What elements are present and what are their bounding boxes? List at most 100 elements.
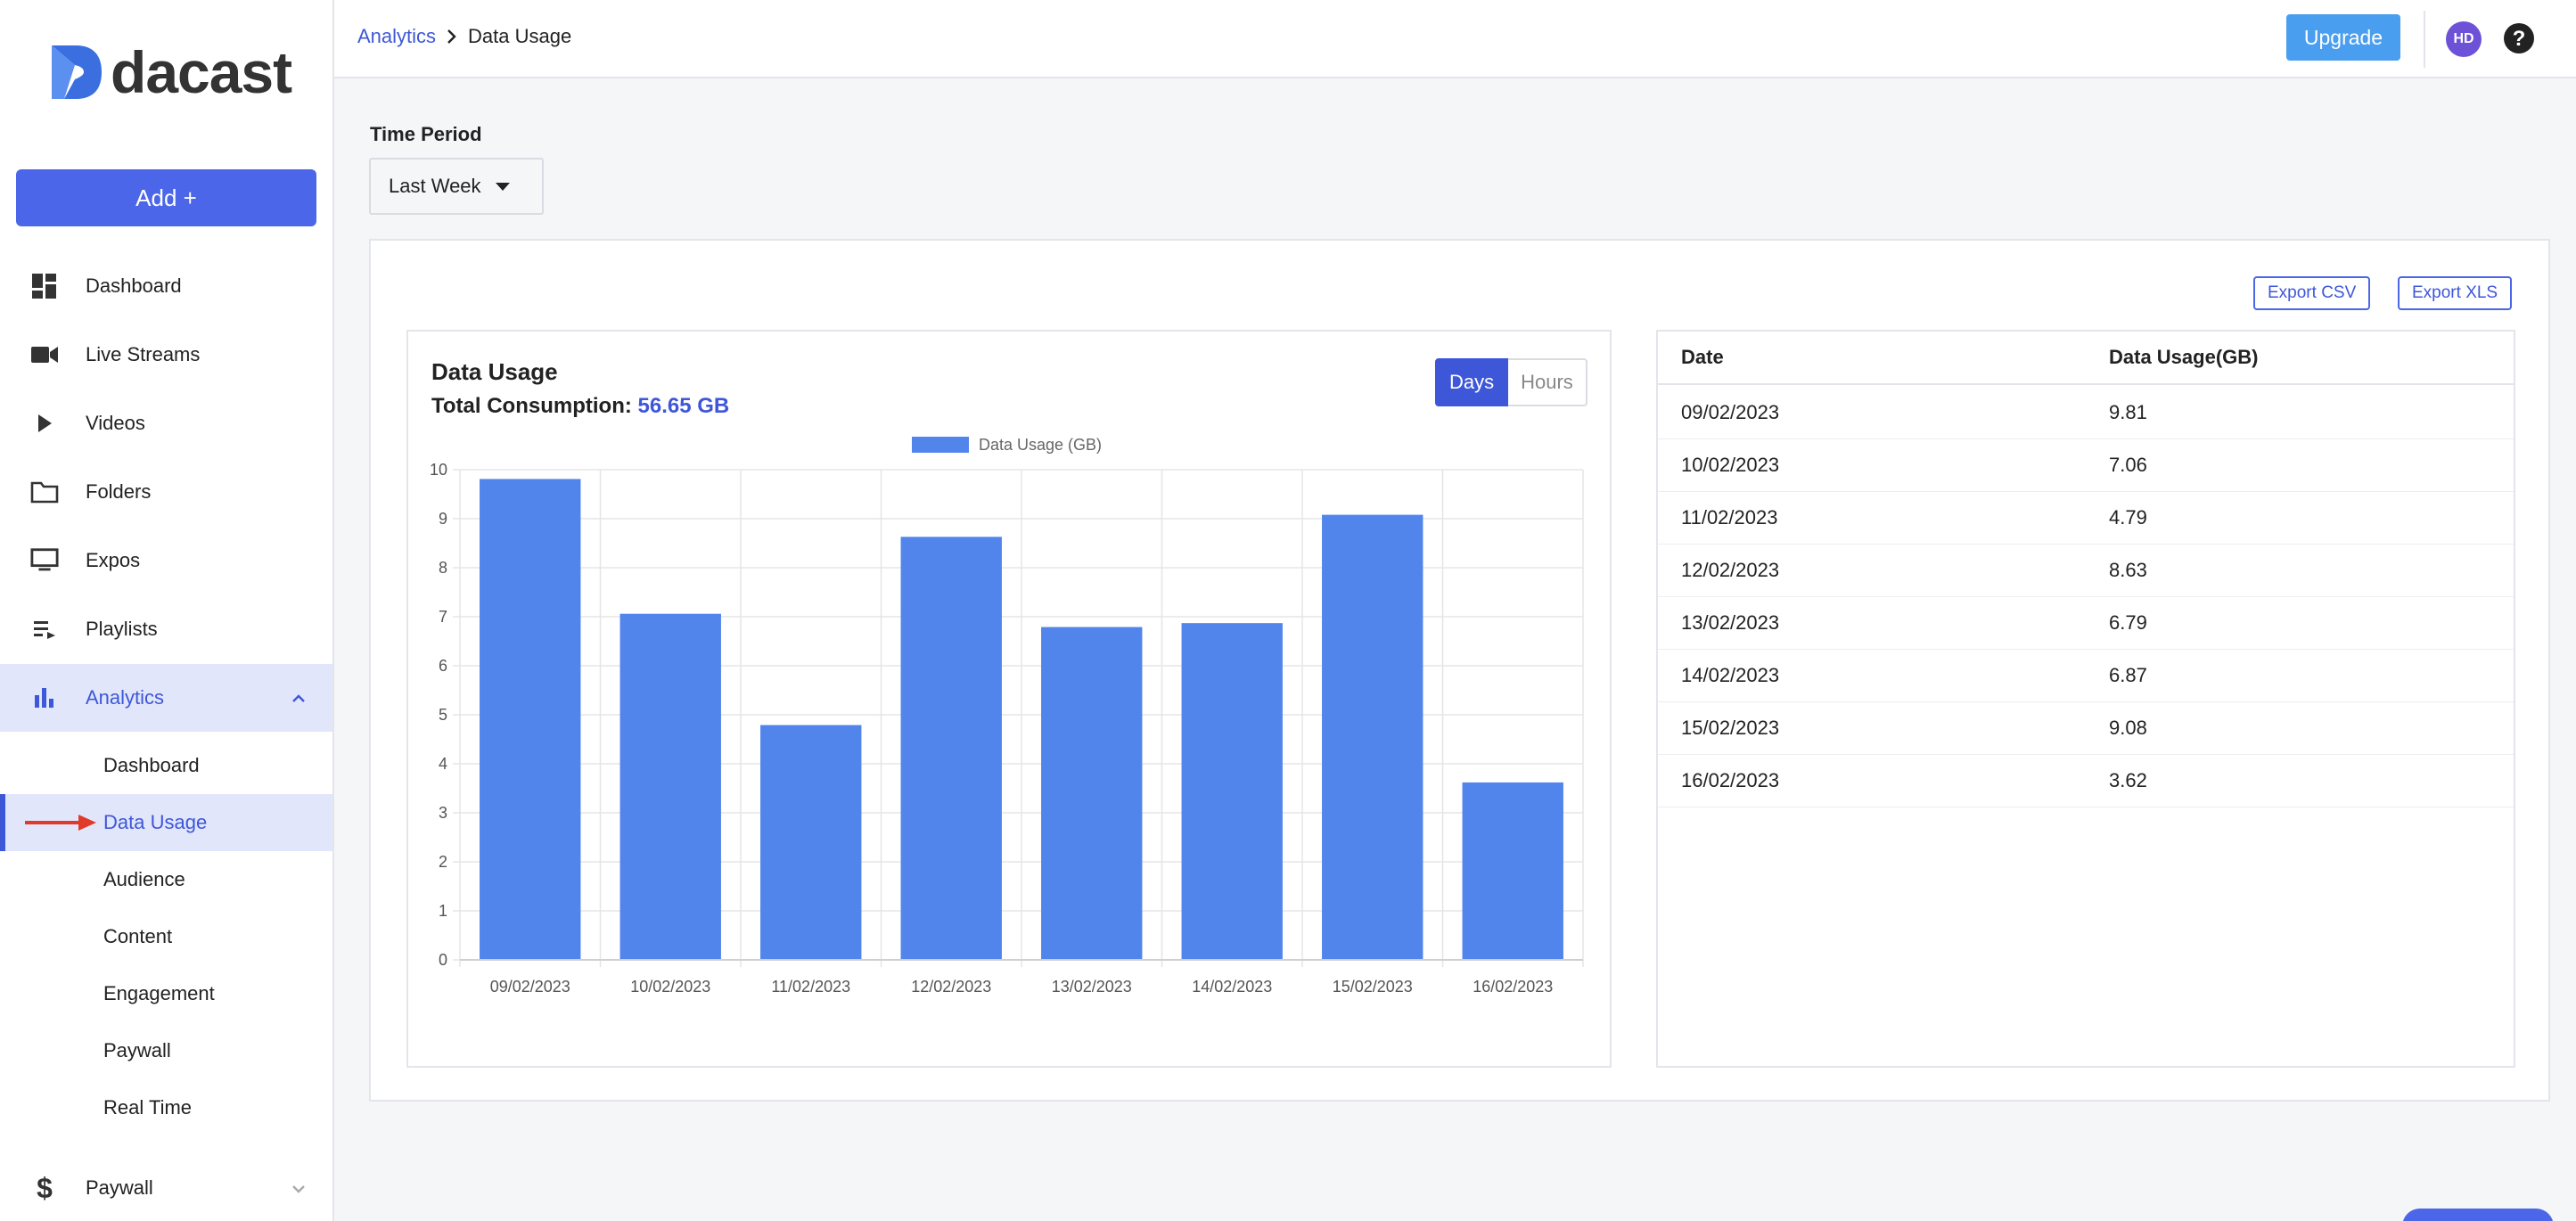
cell-date: 10/02/2023 [1681,454,1780,476]
sidebar-subitem-content[interactable]: Content [0,908,332,965]
header-data-usage: Data Usage(GB) [2109,346,2259,368]
dacast-logo[interactable]: dacast [48,39,292,105]
svg-text:?: ? [2513,27,2526,51]
export-csv-button[interactable]: Export CSV [2253,276,2371,310]
x-tick-label: 13/02/2023 [1052,978,1132,996]
cell-date: 15/02/2023 [1681,717,1780,739]
sidebar-item-live-streams[interactable]: Live Streams [0,321,332,389]
sidebar-subitem-label: Data Usage [103,811,208,833]
data-usage-card: Export CSV Export XLS Data Usage Total C… [369,239,2550,1102]
time-period-label: Time Period [370,123,482,145]
logo-text: dacast [111,39,292,105]
table-row: 14/02/2023 6.87 [1658,650,2514,702]
avatar[interactable]: HD [2446,21,2482,57]
sidebar-item-folders[interactable]: Folders [0,458,332,526]
total-consumption-label: Total Consumption: [431,394,632,418]
bar[interactable] [619,613,721,960]
bar[interactable] [1322,514,1423,960]
bar[interactable] [1462,782,1563,960]
bar[interactable] [480,479,581,960]
table-row: 13/02/2023 6.79 [1658,597,2514,650]
cell-data-usage: 9.08 [2109,717,2147,739]
cell-data-usage: 6.87 [2109,664,2147,686]
chart-title: Data Usage [431,358,558,385]
cell-date: 11/02/2023 [1681,506,1778,529]
dacast-logo-icon [52,45,102,99]
hours-toggle-button[interactable]: Hours [1508,358,1587,406]
bar-chart: Data Usage (GB) 0 1 2 3 4 5 6 7 8 9 10 09/02/2023 10/… [430,436,1584,996]
sidebar-subitem-real-time[interactable]: Real Time [0,1079,332,1136]
floating-action-button[interactable] [2402,1209,2554,1221]
x-tick-label: 16/02/2023 [1473,978,1553,996]
chevron-right-icon [447,29,456,44]
bar[interactable] [760,725,862,960]
caret-down-icon [495,182,510,191]
cell-data-usage: 4.79 [2109,506,2147,529]
sidebar-item-videos[interactable]: Videos [0,389,332,457]
total-consumption-value: 56.65 GB [637,394,730,418]
legend-label: Data Usage (GB) [979,436,1102,454]
sidebar-subitem-data-usage[interactable]: Data Usage [0,794,332,851]
sidebar-subitem-engagement[interactable]: Engagement [0,965,332,1022]
help-icon[interactable]: ? [2502,21,2536,55]
sidebar-subitem-label: Dashboard [103,754,200,776]
x-tick-label: 11/02/2023 [771,978,850,996]
breadcrumb-current: Data Usage [468,25,572,47]
chevron-down-icon[interactable] [291,1179,306,1198]
breadcrumb-analytics-link[interactable]: Analytics [357,25,437,47]
cell-data-usage: 6.79 [2109,611,2147,634]
sidebar-subitem-label: Paywall [103,1039,171,1061]
x-tick-label: 15/02/2023 [1333,978,1413,996]
sidebar-subitem-paywall[interactable]: Paywall [0,1022,332,1079]
sidebar-item-label: Dashboard [86,275,182,297]
sidebar-item-label: Videos [86,412,145,434]
top-header: Analytics Data Usage Upgrade HD ? [334,0,2576,78]
bar-chart-icon [30,684,59,712]
table-row: 16/02/2023 3.62 [1658,755,2514,807]
header-divider [2424,11,2425,68]
sidebar-item-dashboard[interactable]: Dashboard [0,252,332,320]
y-tick-label: 1 [439,902,447,920]
y-tick-label: 9 [439,510,447,528]
sidebar-subitem-label: Engagement [103,982,215,1004]
data-table: Date Data Usage(GB) 09/02/2023 9.81 10/02/… [1656,330,2515,1068]
sidebar-subitem-audience[interactable]: Audience [0,851,332,908]
sidebar-item-label: Folders [86,480,152,503]
export-xls-button[interactable]: Export XLS [2398,276,2513,310]
y-tick-label: 3 [439,804,447,822]
sidebar-item-analytics[interactable]: Analytics [0,664,332,732]
days-toggle-button[interactable]: Days [1435,358,1509,406]
chevron-up-icon[interactable] [291,689,306,708]
y-tick-label: 4 [439,755,447,773]
sidebar-item-paywall[interactable]: $ Paywall [0,1154,332,1221]
dashboard-icon [30,272,59,300]
playlist-icon [30,615,59,643]
chart-panel: Data Usage Total Consumption: 56.65 GB D… [406,330,1612,1068]
y-tick-label: 6 [439,657,447,675]
table-row: 11/02/2023 4.79 [1658,492,2514,545]
time-period-value: Last Week [389,175,481,197]
bar[interactable] [900,537,1002,960]
sidebar-item-expos[interactable]: Expos [0,527,332,594]
table-row: 15/02/2023 9.08 [1658,702,2514,755]
sidebar-subitem-dashboard[interactable]: Dashboard [0,737,332,794]
upgrade-button[interactable]: Upgrade [2286,14,2400,61]
sidebar-subitem-label: Audience [103,868,185,890]
cell-data-usage: 8.63 [2109,559,2147,581]
sidebar-item-playlists[interactable]: Playlists [0,595,332,663]
play-icon [30,409,59,438]
chart-legend: Data Usage (GB) [912,436,1102,454]
sidebar-item-label: Expos [86,549,141,571]
bar[interactable] [1181,623,1283,960]
y-tick-label: 2 [439,853,447,871]
cell-date: 16/02/2023 [1681,769,1780,791]
x-tick-label: 10/02/2023 [630,978,710,996]
time-period-dropdown[interactable]: Last Week [369,158,544,215]
bar[interactable] [1041,627,1143,960]
cell-date: 13/02/2023 [1681,611,1780,634]
granularity-toggle: Days Hours [1435,358,1587,406]
sidebar: dacast Add + Dashboard Live Streams Vide… [0,0,334,1221]
add-button[interactable]: Add + [16,169,316,226]
table-header: Date Data Usage(GB) [1658,332,2514,385]
sidebar-item-label: Live Streams [86,343,201,365]
